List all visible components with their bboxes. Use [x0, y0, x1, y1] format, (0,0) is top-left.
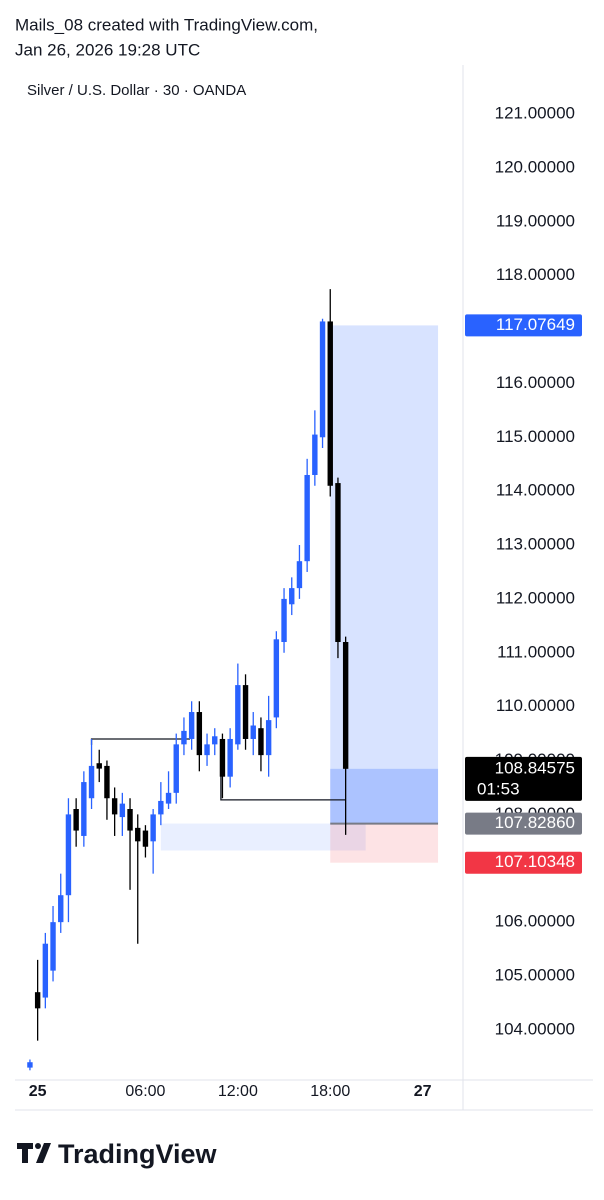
current-price-box	[465, 756, 582, 801]
chart-frame	[15, 65, 593, 1110]
candle-body	[88, 765, 95, 799]
candle-body	[173, 744, 179, 793]
logo: TradingView	[17, 1139, 218, 1169]
candle-body	[65, 814, 72, 896]
candle-body	[296, 561, 303, 589]
candle-body	[42, 943, 49, 998]
zone	[160, 823, 366, 851]
y-tick-label: 114.00000	[496, 481, 575, 500]
target-price-label: 117.07649	[496, 315, 575, 334]
countdown: 01:53	[477, 779, 520, 798]
y-tick-label: 118.00000	[496, 265, 575, 284]
y-tick-label: 113.00000	[496, 535, 575, 554]
candle-body	[219, 738, 226, 777]
open-pnl	[330, 768, 439, 824]
candle-body	[327, 321, 333, 486]
y-tick-label: 104.00000	[495, 1019, 575, 1038]
stop-price-label: 107.10348	[495, 852, 575, 871]
candle-body	[289, 588, 295, 605]
candle-body	[319, 321, 326, 438]
candle-body	[312, 434, 318, 475]
candle-body	[142, 830, 149, 847]
header-line: Mails_08 created with TradingView.com,	[15, 15, 318, 34]
entry-price-label-box	[465, 812, 582, 835]
y-tick-label: 115.00000	[496, 427, 575, 446]
stop-zone	[330, 823, 439, 863]
stop-price-label-box	[465, 851, 582, 874]
candle-body	[111, 798, 118, 815]
y-tick-label: 105.00000	[495, 966, 575, 985]
candle-body	[250, 725, 256, 739]
candle-body	[73, 809, 79, 831]
y-tick-label: 121.00000	[495, 104, 575, 123]
y-tick-label: 111.00000	[497, 642, 575, 661]
candle-body	[58, 895, 64, 923]
symbol-legend: Silver / U.S. Dollar · 30 · OANDA	[27, 82, 246, 99]
x-tick-label: 25	[29, 1083, 47, 1100]
candle-body	[196, 712, 203, 756]
candle-body	[81, 782, 87, 836]
candle-body	[273, 639, 280, 718]
y-tick-label: 112.00000	[496, 588, 575, 607]
y-tick-label: 116.00000	[496, 373, 575, 392]
candle-body	[258, 728, 264, 756]
x-tick-label: 18:00	[310, 1083, 350, 1100]
candle-body	[265, 720, 272, 756]
candle-body	[212, 736, 218, 745]
candle-body	[235, 685, 241, 745]
candle-body	[50, 922, 56, 971]
x-tick-label: 27	[414, 1083, 432, 1100]
candle-body	[242, 685, 249, 739]
candle-body	[158, 800, 164, 815]
candle-body	[127, 809, 133, 831]
candle-body	[34, 992, 41, 1009]
candle-body	[119, 803, 126, 818]
y-tick-label: 119.00000	[496, 211, 575, 230]
candle-body	[165, 792, 172, 804]
candle-body	[181, 730, 187, 745]
candle-body	[227, 738, 233, 777]
header-line: Jan 26, 2026 19:28 UTC	[15, 40, 200, 59]
candle-body	[342, 641, 349, 769]
y-tick-label: 110.00000	[496, 696, 575, 715]
y-tick-label: 106.00000	[495, 912, 575, 931]
entry-price-label: 107.82860	[495, 813, 575, 832]
candle-body	[96, 763, 102, 769]
current-price-label: 108.84575	[495, 758, 575, 777]
candle-body	[135, 827, 141, 842]
candle-body	[281, 598, 287, 642]
y-tick-label: 120.00000	[495, 157, 575, 176]
target-price-label-box	[465, 314, 582, 337]
candle-body	[188, 712, 195, 739]
candle-body	[104, 765, 110, 799]
candle-body	[304, 474, 310, 562]
candle-body	[204, 744, 210, 756]
brand: TradingView	[58, 1139, 218, 1169]
candle-body	[335, 483, 341, 642]
x-tick-label: 06:00	[125, 1083, 165, 1100]
candle-body	[27, 1062, 33, 1068]
x-tick-label: 12:00	[218, 1083, 258, 1100]
candle-body	[150, 814, 156, 842]
